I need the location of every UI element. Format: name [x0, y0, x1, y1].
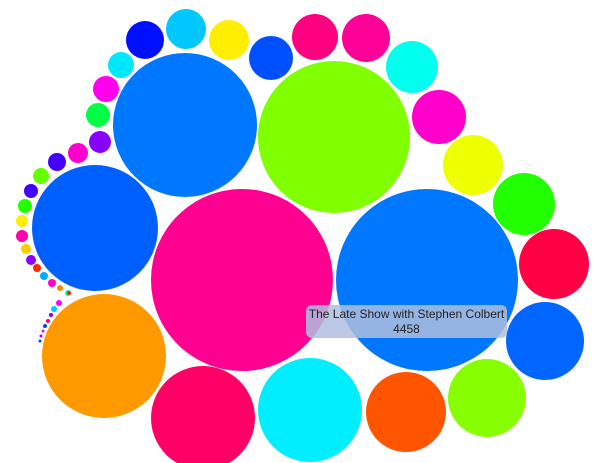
bubble-26[interactable] — [89, 131, 111, 153]
bubble-18[interactable] — [292, 14, 338, 60]
bubble-10[interactable] — [448, 359, 526, 437]
bubble-20[interactable] — [209, 20, 249, 60]
bubble-13[interactable] — [493, 173, 555, 235]
bubble-5[interactable] — [32, 165, 158, 291]
bubble-44[interactable] — [49, 313, 53, 317]
bubble-46[interactable] — [43, 324, 47, 328]
bubble-28[interactable] — [48, 153, 66, 171]
bubble-27[interactable] — [68, 143, 88, 163]
bubble-4[interactable] — [113, 53, 257, 197]
bubble-39[interactable] — [57, 285, 63, 291]
bubble-34[interactable] — [21, 244, 31, 254]
bubble-49[interactable] — [38, 339, 42, 343]
bubble-15[interactable] — [412, 90, 466, 144]
bubble-32[interactable] — [16, 215, 28, 227]
bubble-2[interactable] — [336, 189, 518, 371]
bubble-43[interactable] — [51, 306, 57, 312]
bubble-47[interactable] — [41, 329, 45, 333]
bubble-7[interactable] — [258, 358, 362, 462]
bubble-3[interactable] — [258, 61, 410, 213]
bubble-19[interactable] — [249, 36, 293, 80]
bubble-30[interactable] — [24, 184, 38, 198]
bubble-23[interactable] — [108, 52, 134, 78]
bubble-31[interactable] — [18, 199, 32, 213]
tooltip: The Late Show with Stephen Colbert 4458 — [306, 305, 507, 338]
bubble-17[interactable] — [342, 14, 390, 62]
bubble-14[interactable] — [443, 135, 503, 195]
bubble-22[interactable] — [126, 21, 164, 59]
tooltip-label: The Late Show with Stephen Colbert — [308, 307, 505, 321]
bubble-37[interactable] — [40, 272, 48, 280]
bubble-41[interactable] — [67, 291, 71, 295]
bubble-6[interactable] — [42, 294, 166, 418]
bubble-29[interactable] — [33, 168, 49, 184]
bubble-16[interactable] — [386, 41, 438, 93]
bubble-35[interactable] — [26, 255, 36, 265]
bubble-9[interactable] — [366, 372, 446, 452]
bubble-45[interactable] — [46, 319, 50, 323]
bubble-38[interactable] — [48, 279, 56, 287]
bubble-8[interactable] — [151, 366, 255, 463]
bubble-12[interactable] — [519, 229, 589, 299]
bubble-36[interactable] — [33, 264, 41, 272]
bubble-24[interactable] — [93, 76, 119, 102]
bubble-11[interactable] — [506, 302, 584, 380]
bubble-48[interactable] — [39, 334, 43, 338]
tooltip-value: 4458 — [393, 322, 420, 336]
bubble-25[interactable] — [86, 103, 110, 127]
bubble-42[interactable] — [56, 300, 62, 306]
bubble-1[interactable] — [151, 189, 333, 371]
bubble-33[interactable] — [16, 230, 28, 242]
bubble-21[interactable] — [166, 9, 206, 49]
